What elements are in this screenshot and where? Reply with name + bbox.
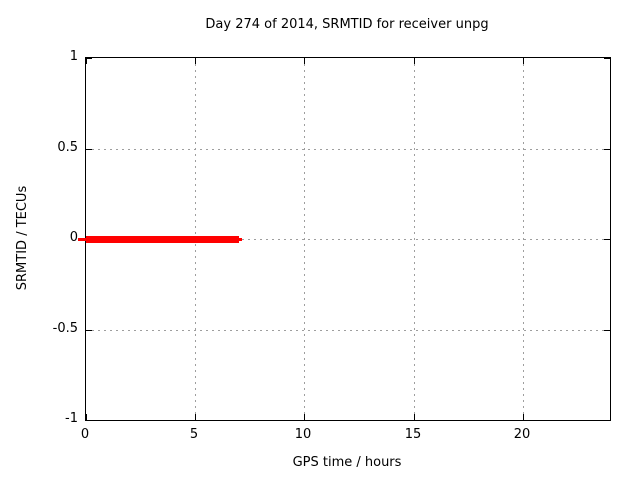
y-tick-mark-right <box>604 420 610 421</box>
y-tick-mark-left <box>86 58 92 59</box>
x-tick-mark-bottom <box>523 414 524 420</box>
y-tick-mark-right <box>604 58 610 59</box>
chart-title: Day 274 of 2014, SRMTID for receiver unp… <box>205 17 489 32</box>
gridline-horizontal <box>86 149 610 150</box>
x-tick-mark-top <box>304 58 305 64</box>
x-tick-label: 0 <box>80 427 90 442</box>
y-tick-mark-left <box>86 420 92 421</box>
x-tick-mark-top <box>195 58 196 64</box>
x-tick-mark-top <box>523 58 524 64</box>
x-tick-label: 5 <box>189 427 199 442</box>
x-tick-label: 15 <box>404 427 422 442</box>
x-tick-mark-top <box>86 58 87 64</box>
x-tick-mark-bottom <box>195 414 196 420</box>
series-line <box>86 236 239 243</box>
y-tick-label: 0 <box>69 230 78 245</box>
y-tick-mark-left <box>86 330 92 331</box>
y-tick-mark-right <box>604 330 610 331</box>
gridline-horizontal <box>86 239 610 240</box>
plot-area <box>78 57 611 421</box>
x-axis-label: GPS time / hours <box>292 455 402 470</box>
gridline-horizontal <box>86 330 610 331</box>
y-tick-label: 0.5 <box>57 140 78 155</box>
y-tick-mark-right <box>604 149 610 150</box>
y-tick-label: 1 <box>69 49 78 64</box>
x-tick-mark-bottom <box>414 414 415 420</box>
x-tick-label: 20 <box>513 427 531 442</box>
x-tick-label: 10 <box>294 427 312 442</box>
x-tick-mark-top <box>414 58 415 64</box>
y-tick-label: -1 <box>65 411 78 426</box>
y-tick-mark-left <box>86 149 92 150</box>
x-tick-mark-bottom <box>304 414 305 420</box>
y-tick-label: -0.5 <box>52 321 78 336</box>
y-tick-mark-right <box>604 239 610 240</box>
x-tick-mark-bottom <box>86 414 87 420</box>
